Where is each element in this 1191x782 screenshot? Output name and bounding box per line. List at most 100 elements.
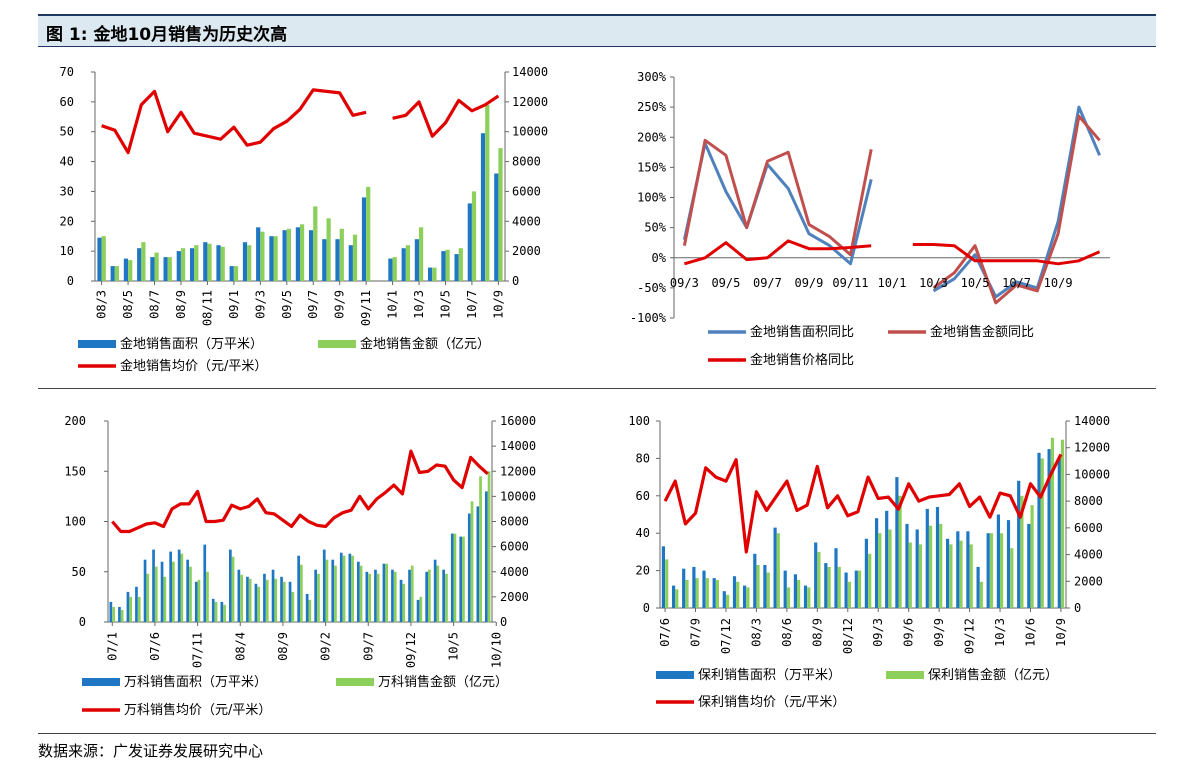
bar-area <box>269 236 274 281</box>
bar-area <box>169 551 172 622</box>
bar-area <box>414 239 419 281</box>
bar-amount <box>847 581 851 608</box>
legend: 保利销售面积（万平米） 保利销售金额（亿元） 保利销售均价（元/平米） <box>656 667 1058 710</box>
bar-amount <box>257 586 260 622</box>
x-tick-label: 09/11 <box>359 290 373 326</box>
x-tick-label: 07/6 <box>658 618 672 647</box>
legend-label: 保利销售面积（万平米） <box>698 667 841 683</box>
bar-area <box>433 559 437 622</box>
line-yoy-1 <box>682 114 1101 305</box>
bar-area <box>661 546 665 608</box>
x-tick-label: 08/9 <box>810 618 824 647</box>
y-tick-label: 100 <box>628 414 650 428</box>
bar-amount <box>260 231 265 281</box>
bar-amount <box>868 553 872 608</box>
bar-amount <box>929 525 933 608</box>
bar-amount <box>141 242 146 281</box>
bar-area <box>305 593 309 622</box>
y-tick-label: 80 <box>636 451 650 465</box>
bar-amount <box>445 573 448 622</box>
bar-amount <box>240 574 243 622</box>
bar-area <box>374 569 377 622</box>
bar-area <box>956 531 960 608</box>
bar-area <box>237 569 241 622</box>
line-price <box>111 449 489 534</box>
legend: 金地销售面积（万平米） 金地销售金额（亿元） 金地销售均价（元/平米） <box>78 336 490 374</box>
y-tick-label: 20 <box>60 214 74 228</box>
bar-amount <box>675 589 679 608</box>
bar-amount <box>1050 437 1054 608</box>
legend-label: 金地销售面积（万平米） <box>120 336 263 352</box>
y-tick-label: -50% <box>637 281 667 295</box>
bar-amount <box>101 236 106 281</box>
x-tick-label: 10/3 <box>412 290 426 319</box>
bottom-divider <box>38 733 1156 734</box>
bar-area <box>118 606 121 622</box>
x-tick-label: 10/9 <box>1054 618 1068 647</box>
bar-amount <box>214 601 218 622</box>
bar-amount <box>898 495 902 608</box>
bar-amount <box>300 224 305 281</box>
bar-area <box>137 248 142 281</box>
bar-amount <box>949 544 953 608</box>
legend-label: 金地销售金额同比 <box>930 324 1034 340</box>
data-source: 数据来源：广发证券发展研究中心 <box>38 742 264 760</box>
x-tick-label: 09/9 <box>794 276 823 290</box>
bar-area <box>256 227 261 281</box>
legend-label: 万科销售金额（亿元） <box>378 674 508 690</box>
bar-amount <box>428 569 431 622</box>
bar-amount <box>453 533 457 622</box>
bar-area <box>485 491 488 622</box>
bar-amount <box>167 257 172 281</box>
bar-area <box>743 585 747 608</box>
y-tick-label: 30 <box>60 184 74 198</box>
x-tick-label: 09/7 <box>753 276 782 290</box>
bar-area <box>905 523 909 608</box>
bar-area <box>895 477 899 608</box>
bar-amount <box>313 206 318 281</box>
bar-area <box>401 248 406 281</box>
bar-area <box>388 258 393 281</box>
bar-amount <box>462 536 465 622</box>
bar-area <box>97 237 102 281</box>
bar-area <box>915 529 919 608</box>
x-tick-label: 10/5 <box>961 276 990 290</box>
y-tick-label: 0 <box>643 601 650 615</box>
bar-amount <box>969 544 973 608</box>
bar-area <box>110 266 115 281</box>
y2-tick-label: 8000 <box>512 155 541 169</box>
bar-amount <box>300 564 303 622</box>
bar-area <box>335 239 340 281</box>
bar-area <box>712 578 716 608</box>
y-tick-label: 200% <box>637 130 667 144</box>
bar-amount <box>120 609 124 622</box>
line-yoy-2 <box>683 239 1101 266</box>
bar-amount <box>857 570 862 608</box>
bar-area <box>722 591 726 608</box>
bar-area <box>123 258 128 281</box>
bar-amount <box>807 587 811 608</box>
bar-area <box>875 518 879 608</box>
x-tick-label: 09/7 <box>361 632 375 661</box>
x-tick-label: 09/5 <box>711 276 740 290</box>
y2-tick-label: 6000 <box>512 184 541 198</box>
bar-amount <box>665 559 669 608</box>
bar-amount <box>223 604 226 622</box>
x-tick-label: 09/3 <box>871 618 885 647</box>
bar-area <box>150 257 155 281</box>
bar-area <box>339 552 343 622</box>
bar-area <box>211 598 215 622</box>
y2-tick-label: 0 <box>500 615 507 629</box>
legend-label: 金地销售均价（元/平米） <box>120 358 267 374</box>
legend: 万科销售面积（万平米） 万科销售金额（亿元） 万科销售均价（元/平米） <box>82 674 508 718</box>
bar-amount <box>220 246 225 281</box>
x-tick-label: 08/12 <box>841 618 855 654</box>
legend-swatch <box>78 340 116 348</box>
y-tick-label: 10 <box>60 244 74 258</box>
bar-area <box>163 257 168 281</box>
bar-amount <box>402 583 406 622</box>
x-tick-label: 08/5 <box>121 290 135 319</box>
bar-area <box>682 568 686 608</box>
